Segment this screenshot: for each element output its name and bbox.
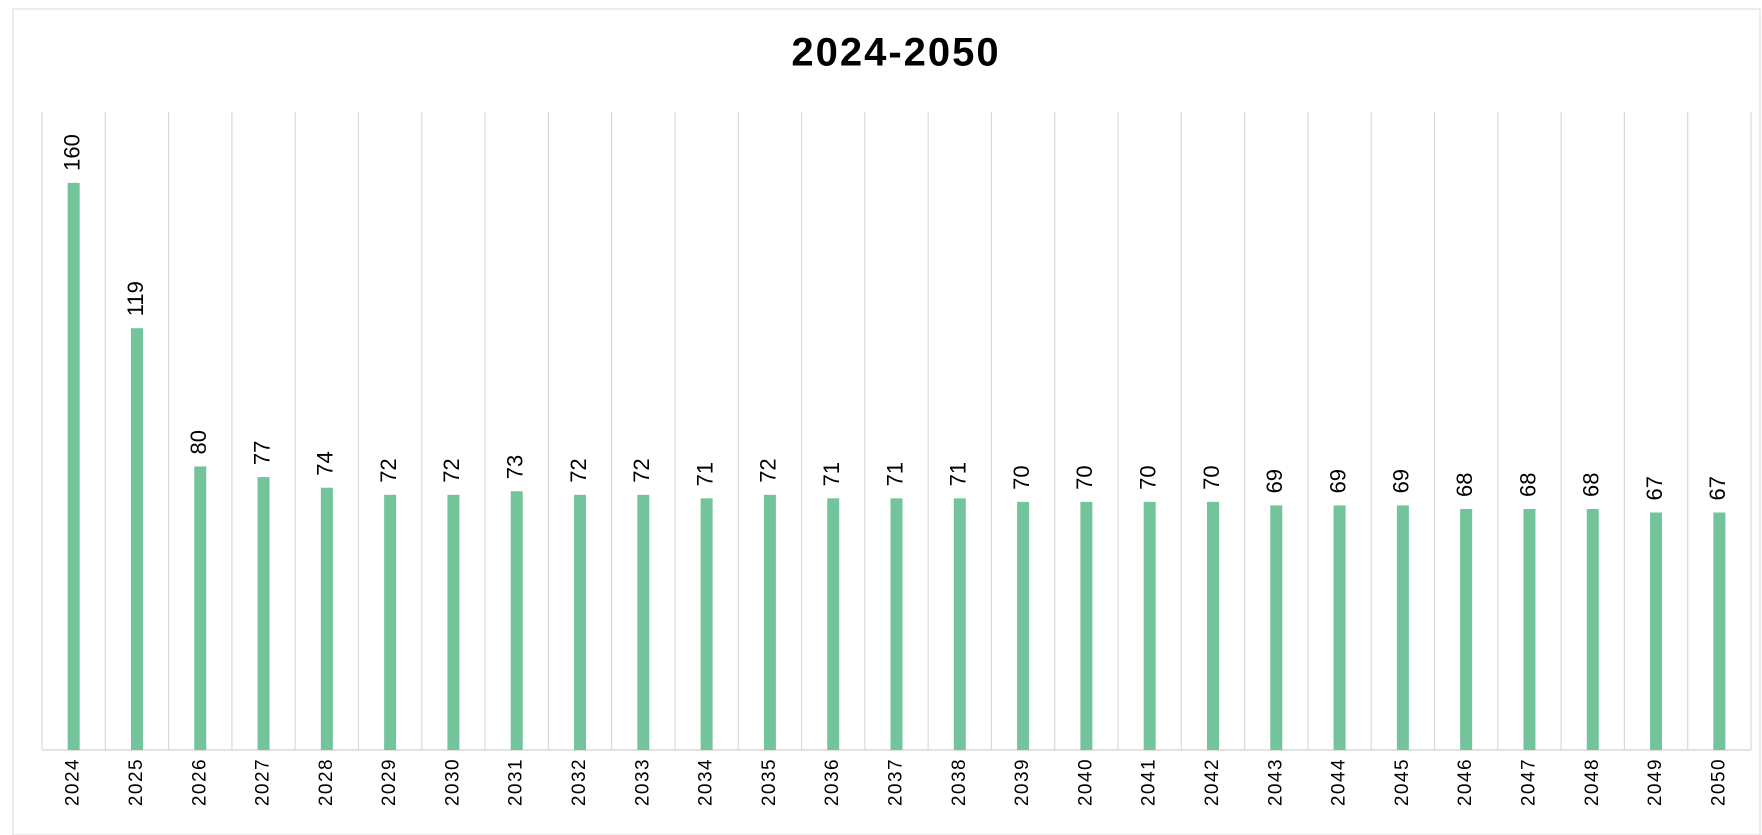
data-label: 69 <box>1389 469 1414 493</box>
bar <box>1396 505 1409 750</box>
bar <box>700 498 713 750</box>
data-label: 70 <box>1009 465 1034 489</box>
x-tick-label: 2024 <box>63 758 84 806</box>
x-tick-label: 2034 <box>696 758 717 806</box>
x-tick-label: 2046 <box>1455 758 1476 806</box>
data-label: 67 <box>1705 476 1730 500</box>
chart-title: 2024-2050 <box>791 31 1000 75</box>
x-tick-label: 2032 <box>569 758 590 806</box>
x-tick-label: 2050 <box>1708 758 1729 806</box>
data-label: 119 <box>123 281 148 316</box>
x-tick-label: 2031 <box>506 758 527 806</box>
bar <box>510 491 523 750</box>
data-label: 80 <box>186 430 211 454</box>
bar <box>1270 505 1283 750</box>
bar <box>384 494 397 750</box>
bar <box>1460 508 1473 750</box>
bar <box>1333 505 1346 750</box>
data-label: 72 <box>756 458 781 482</box>
x-tick-label: 2049 <box>1645 758 1666 806</box>
bar <box>67 182 80 750</box>
x-tick-label: 2036 <box>822 758 843 806</box>
data-label: 69 <box>1262 469 1287 493</box>
x-tick-label: 2028 <box>316 758 337 806</box>
bar <box>1206 501 1219 750</box>
bar <box>1143 501 1156 750</box>
x-tick-label: 2048 <box>1582 758 1603 806</box>
x-tick-label: 2039 <box>1012 758 1033 806</box>
data-label: 69 <box>1325 469 1350 493</box>
bar <box>1713 512 1726 750</box>
data-label: 71 <box>946 462 971 486</box>
x-tick-label: 2029 <box>379 758 400 806</box>
bar <box>953 498 966 750</box>
data-label: 73 <box>503 455 528 479</box>
data-label: 72 <box>376 458 401 482</box>
bar <box>257 477 270 750</box>
bar <box>574 494 587 750</box>
x-tick-label: 2026 <box>189 758 210 806</box>
bar <box>194 466 207 750</box>
data-label: 68 <box>1515 472 1540 496</box>
bar <box>1650 512 1663 750</box>
x-tick-label: 2033 <box>632 758 653 806</box>
bar <box>1080 501 1093 750</box>
data-label: 72 <box>629 458 654 482</box>
bar <box>447 494 460 750</box>
x-tick-label: 2037 <box>886 758 907 806</box>
x-tick-label: 2027 <box>253 758 274 806</box>
bar <box>763 494 776 750</box>
data-label: 71 <box>692 462 717 486</box>
x-tick-label: 2035 <box>759 758 780 806</box>
data-label: 67 <box>1642 476 1667 500</box>
bar <box>1586 508 1599 750</box>
x-tick-label: 2047 <box>1518 758 1539 806</box>
x-tick-label: 2042 <box>1202 758 1223 806</box>
data-label: 71 <box>819 462 844 486</box>
x-tick-label: 2044 <box>1329 758 1350 806</box>
x-tick-label: 2041 <box>1139 758 1160 806</box>
bar <box>130 328 143 750</box>
x-tick-label: 2030 <box>442 758 463 806</box>
data-label: 70 <box>1135 465 1160 489</box>
bar <box>320 487 333 750</box>
data-label: 72 <box>439 458 464 482</box>
x-tick-label: 2043 <box>1265 758 1286 806</box>
x-tick-label: 2025 <box>126 758 147 806</box>
data-label: 160 <box>59 134 84 171</box>
data-label: 68 <box>1452 472 1477 496</box>
x-tick-label: 2038 <box>949 758 970 806</box>
bar <box>637 494 650 750</box>
data-label: 74 <box>313 451 338 475</box>
data-label: 70 <box>1072 465 1097 489</box>
bar <box>827 498 840 750</box>
data-label: 71 <box>882 462 907 486</box>
data-label: 77 <box>249 441 274 465</box>
x-tick-label: 2040 <box>1075 758 1096 806</box>
data-label: 68 <box>1579 472 1604 496</box>
bar <box>1017 501 1030 750</box>
bar <box>1523 508 1536 750</box>
bar <box>890 498 903 750</box>
x-tick-label: 2045 <box>1392 758 1413 806</box>
data-label: 72 <box>566 458 591 482</box>
data-label: 70 <box>1199 465 1224 489</box>
